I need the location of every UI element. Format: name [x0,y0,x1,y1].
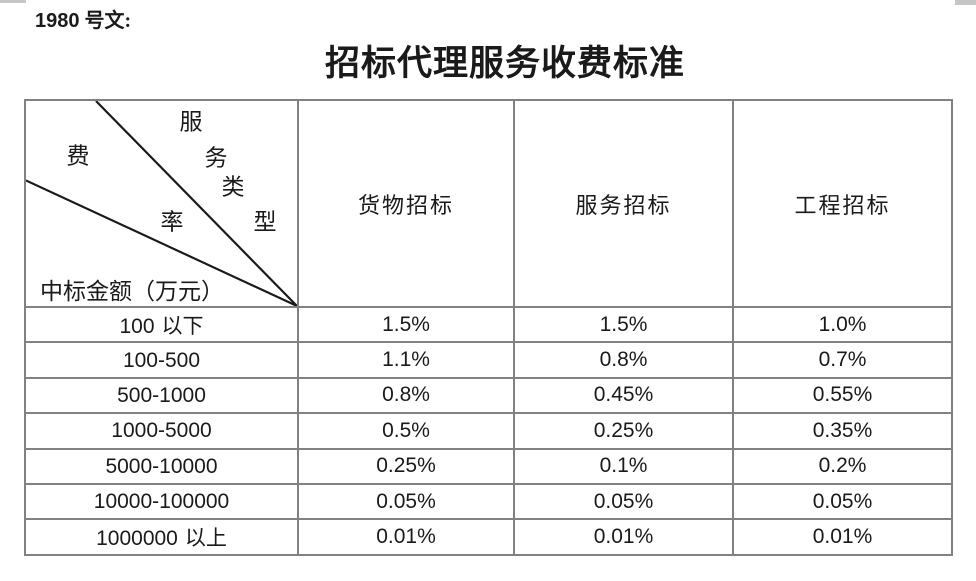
diagonal-divider-lines [27,102,296,305]
rate-cell-goods: 0.25% [297,447,515,485]
amount-cell: 100-500 [24,341,299,379]
rate-cell-engineering: 0.7% [732,341,953,379]
rate-cell-goods: 1.1% [297,341,515,379]
table-row: 1000-5000 0.5% 0.25% 0.35% [24,412,953,450]
column-header-engineering: 工程招标 [732,99,953,308]
corner-fee-char-1: 费 [66,143,90,169]
rate-cell-service: 0.1% [513,447,734,485]
table-row: 5000-10000 0.25% 0.1% 0.2% [24,447,953,485]
doc-reference: 1980 号文: [35,4,131,33]
rate-cell-service: 0.01% [513,518,734,556]
corner-type-char-1: 服 [179,109,203,135]
column-header-service: 服务招标 [513,99,734,308]
amount-cell: 5000-10000 [24,447,299,485]
corner-type-char-2: 务 [204,145,228,171]
amount-number: 100 [119,314,155,338]
amount-number: 10000-100000 [93,490,230,514]
amount-suffix: 以下 [161,313,204,338]
corner-cell: 服 务 类 型 费 率 中标金额（万元） [24,99,299,308]
fee-table: 服 务 类 型 费 率 中标金额（万元） 货物招标 服务招标 工程招标 100 以… [24,99,953,556]
rate-cell-goods: 1.5% [297,305,515,344]
table-row: 1000000 以上 0.01% 0.01% 0.01% [24,518,953,556]
column-header-goods: 货物招标 [297,99,515,308]
rate-cell-engineering: 0.2% [732,447,953,485]
rate-cell-engineering: 0.05% [732,482,953,521]
rate-cell-engineering: 0.01% [732,518,953,556]
amount-cell: 100 以下 [24,305,299,344]
amount-cell: 500-1000 [24,376,299,415]
amount-suffix: 以上 [184,526,227,551]
rate-cell-goods: 0.01% [297,518,515,556]
corner-type-char-3: 类 [221,174,245,200]
table-row: 100-500 1.1% 0.8% 0.7% [24,341,953,379]
amount-cell: 1000000 以上 [24,518,299,556]
amount-number: 100-500 [122,348,201,372]
table-row: 500-1000 0.8% 0.45% 0.55% [24,376,953,415]
table-row: 10000-100000 0.05% 0.05% 0.05% [24,482,953,521]
doc-number: 1980 [35,10,80,32]
screen-edge-artifact-left [0,0,26,3]
screen-edge-artifact-right [955,0,976,5]
doc-label: 号文: [84,10,132,32]
rate-cell-service: 0.45% [513,376,734,415]
rate-cell-engineering: 0.35% [732,412,953,450]
amount-number: 1000-5000 [111,419,212,443]
rate-cell-service: 0.8% [513,341,734,379]
table-row: 100 以下 1.5% 1.5% 1.0% [24,305,953,344]
amount-cell: 10000-100000 [24,482,299,521]
page-title: 招标代理服务收费标准 [324,44,685,83]
corner-fee-char-2: 率 [160,209,184,235]
corner-amount-label: 中标金额（万元） [40,279,224,304]
rate-cell-engineering: 0.55% [732,376,953,415]
rate-cell-goods: 0.05% [297,482,515,521]
amount-number: 1000000 [96,527,178,551]
rate-cell-engineering: 1.0% [732,305,953,344]
rate-cell-service: 1.5% [513,305,734,344]
rate-cell-goods: 0.5% [297,412,515,450]
rate-cell-goods: 0.8% [297,376,515,415]
amount-number: 5000-10000 [105,454,218,478]
rate-cell-service: 0.05% [513,482,734,521]
table-header-row: 服 务 类 型 费 率 中标金额（万元） 货物招标 服务招标 工程招标 [24,99,953,308]
rate-cell-service: 0.25% [513,412,734,450]
amount-number: 500-1000 [117,383,206,407]
amount-cell: 1000-5000 [24,412,299,450]
corner-type-char-4: 型 [253,209,277,235]
